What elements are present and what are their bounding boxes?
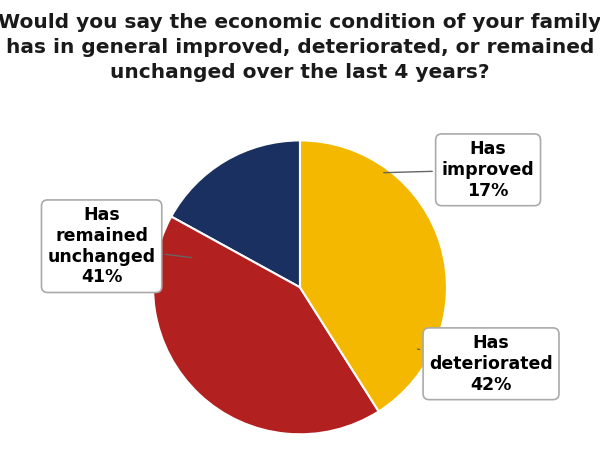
Text: Has
deteriorated
42%: Has deteriorated 42% [418,334,553,394]
Text: Has
improved
17%: Has improved 17% [383,140,535,200]
Wedge shape [171,141,300,287]
Text: Would you say the economic condition of your family
has in general improved, det: Would you say the economic condition of … [0,13,600,83]
Wedge shape [153,216,379,434]
Wedge shape [300,141,447,411]
Text: Has
remained
unchanged
41%: Has remained unchanged 41% [47,206,191,286]
